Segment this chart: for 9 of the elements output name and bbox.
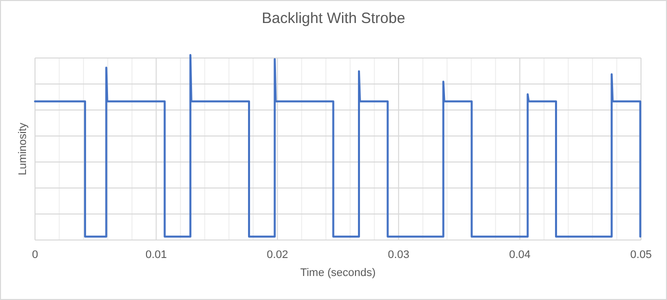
x-tick-label: 0.03 <box>388 248 410 261</box>
chart-title: Backlight With Strobe <box>262 10 406 27</box>
x-tick-label: 0 <box>32 248 38 261</box>
x-tick-label: 0.01 <box>145 248 167 261</box>
x-tick-label: 0.04 <box>509 248 531 261</box>
y-axis-title: Luminosity <box>17 122 29 176</box>
x-axis-title: Time (seconds) <box>300 267 376 279</box>
x-tick-label: 0.02 <box>266 248 288 261</box>
x-tick-label: 0.05 <box>630 248 652 261</box>
